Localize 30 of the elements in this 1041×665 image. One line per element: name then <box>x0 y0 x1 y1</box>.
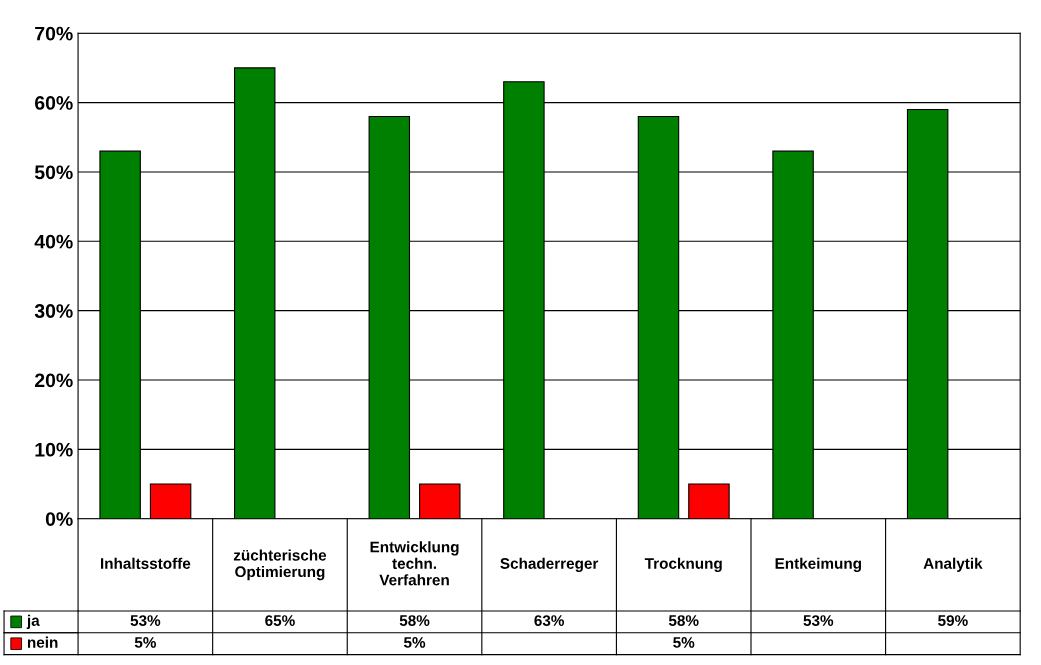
x-tick-label: züchterische Optimierung <box>233 549 327 581</box>
y-tick-label: 30% <box>34 304 73 318</box>
legend-label: ja <box>26 614 40 629</box>
bar <box>419 483 461 519</box>
x-tick-label: Entwicklung techn. Verfahren <box>370 541 459 586</box>
data-label: 5% <box>673 637 695 648</box>
y-tick-label: 0% <box>45 512 73 526</box>
x-tick-label: Schaderreger <box>500 557 599 572</box>
bar <box>149 483 192 519</box>
y-tick-label: 60% <box>35 96 73 110</box>
y-tick-label: 40% <box>34 234 73 249</box>
y-tick-label: 70% <box>35 26 73 41</box>
x-tick-label: Inhaltsstoffe <box>100 557 191 569</box>
data-label: 5% <box>403 637 426 648</box>
y-tick-label: 20% <box>34 373 73 388</box>
bar <box>688 483 730 519</box>
y-tick-label: 10% <box>35 442 73 457</box>
data-label: 53% <box>130 615 161 626</box>
legend-label: nein <box>27 636 58 648</box>
x-tick-label: Trocknung <box>644 557 722 572</box>
y-tick-label: 50% <box>34 165 73 180</box>
data-label: 5% <box>134 637 157 648</box>
data-label: 65% <box>265 615 295 626</box>
data-label: 59% <box>938 615 968 626</box>
data-label: 63% <box>534 615 565 626</box>
data-label: 58% <box>668 615 699 626</box>
x-tick-label: Analytik <box>923 557 983 572</box>
data-label: 58% <box>399 615 430 626</box>
data-label: 53% <box>803 615 834 626</box>
x-tick-label: Entkeimung <box>775 557 861 572</box>
